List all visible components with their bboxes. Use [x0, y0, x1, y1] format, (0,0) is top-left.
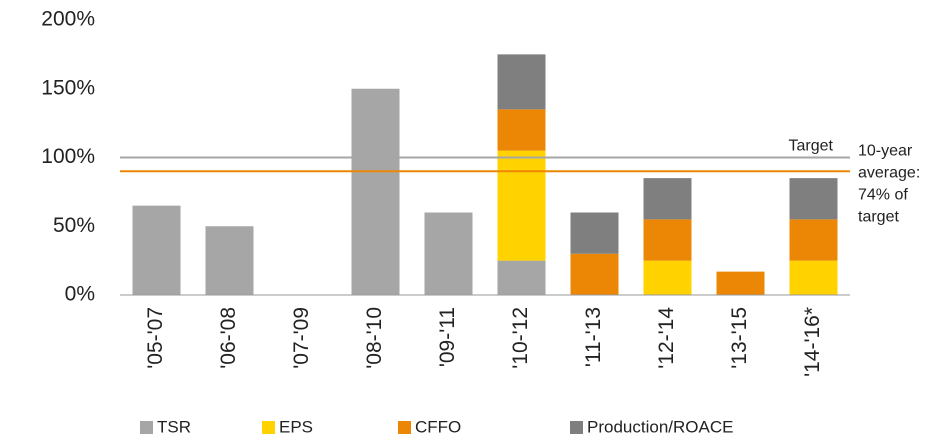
- reference-label: target: [858, 208, 899, 225]
- legend-swatch: [570, 421, 583, 434]
- y-tick-label: 200%: [41, 8, 95, 31]
- bar-segment: [789, 260, 838, 295]
- x-tick-label: '05-'07: [144, 307, 167, 369]
- reference-label: 10-year: [858, 142, 913, 159]
- legend-label: TSR: [157, 417, 191, 436]
- legend-label: CFFO: [415, 417, 461, 436]
- x-tick-label: '14-'16*: [801, 307, 824, 377]
- bar-segment: [643, 178, 692, 220]
- y-tick-label: 100%: [41, 145, 95, 168]
- bar-segment: [789, 178, 838, 220]
- x-tick-label: '10-'12: [509, 307, 532, 369]
- y-tick-label: 150%: [41, 76, 95, 99]
- x-tick-label: '06-'08: [217, 307, 240, 369]
- reference-label: average:: [858, 164, 920, 181]
- x-tick-label: '12-'14: [655, 307, 678, 369]
- bar-segment: [497, 150, 546, 261]
- bar-segment: [205, 226, 254, 295]
- legend-swatch: [262, 421, 275, 434]
- x-tick-label: '11-'13: [582, 307, 605, 367]
- bar-segment: [424, 212, 473, 295]
- bar-segment: [570, 253, 619, 295]
- bar-segment: [351, 88, 400, 295]
- bar-segment: [497, 109, 546, 151]
- legend-swatch: [140, 421, 153, 434]
- x-tick-label: '13-'15: [728, 307, 751, 369]
- bar-segment: [497, 54, 546, 110]
- bar-segment: [643, 219, 692, 261]
- x-tick-label: '08-'10: [363, 307, 386, 369]
- y-tick-label: 50%: [53, 214, 95, 237]
- x-tick-label: '07-'09: [290, 307, 313, 369]
- bar-segment: [643, 260, 692, 295]
- legend-swatch: [398, 421, 411, 434]
- bar-segment: [497, 260, 546, 295]
- legend-label: Production/ROACE: [587, 417, 733, 436]
- reference-label: Target: [789, 138, 834, 155]
- bar-segment: [716, 271, 765, 295]
- y-tick-label: 0%: [65, 283, 95, 306]
- bar-segment: [789, 219, 838, 261]
- bar-segment: [132, 205, 181, 295]
- legend-label: EPS: [279, 417, 313, 436]
- bar-segment: [570, 212, 619, 254]
- reference-label: 74% of: [858, 186, 908, 203]
- x-tick-label: '09-'11: [436, 307, 459, 367]
